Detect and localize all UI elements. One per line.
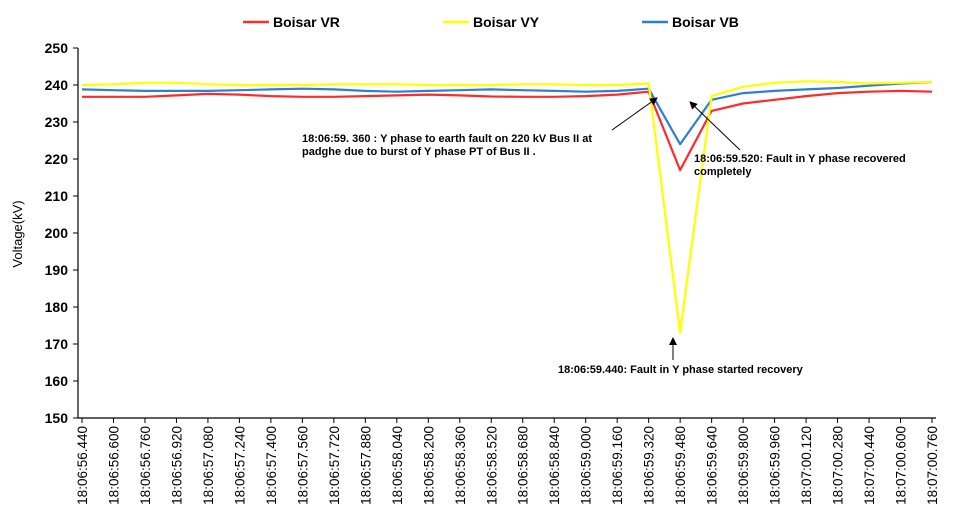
x-tick-label: 18:07:00.440 [862, 426, 877, 505]
y-tick-label: 200 [45, 225, 69, 241]
x-tick-label: 18:06:59.640 [705, 426, 720, 505]
x-tick-label: 18:06:57.880 [358, 426, 373, 505]
legend-label: Boisar VY [473, 14, 540, 30]
legend-label: Boisar VR [273, 14, 340, 30]
series-lines [81, 80, 933, 334]
x-tick-label: 18:06:59.320 [642, 426, 657, 505]
x-tick-label: 18:06:59.960 [768, 426, 783, 505]
x-tick-label: 18:07:00.280 [831, 426, 846, 505]
x-tick-label: 18:07:00.760 [925, 426, 940, 505]
x-tick-label: 18:06:56.760 [138, 426, 153, 505]
annotation-text: 18:06:59.440: Fault in Y phase started r… [558, 364, 804, 376]
y-tick-label: 190 [45, 262, 69, 278]
y-tick-label: 250 [45, 40, 69, 56]
annotation-arrow [611, 97, 658, 131]
x-tick-label: 18:06:58.360 [453, 426, 468, 505]
x-tick-label: 18:06:58.840 [547, 426, 562, 505]
annotation-text: 18:06:59.520: Fault in Y phase recovered [694, 153, 906, 165]
y-tick-label: 160 [45, 373, 69, 389]
x-tick-label: 18:06:56.440 [75, 426, 90, 505]
x-tick-label: 18:06:59.800 [736, 426, 751, 505]
x-tick-label: 18:06:57.560 [295, 426, 310, 505]
x-tick-label: 18:07:00.600 [894, 426, 909, 505]
y-tick-label: 170 [45, 336, 69, 352]
annotation-text: completely [694, 166, 752, 178]
x-tick-label: 18:06:56.920 [169, 426, 184, 505]
annotation-text: padghe due to burst of Y phase PT of Bus… [302, 146, 536, 158]
y-tick-label: 180 [45, 299, 69, 315]
series-line-boisar-vr [82, 89, 933, 172]
x-tick-label: 18:06:58.520 [484, 426, 499, 505]
y-tick-label: 230 [45, 114, 69, 130]
x-tick-label: 18:06:57.080 [201, 426, 216, 505]
series-line-boisar-vy [81, 80, 933, 334]
x-tick-label: 18:06:57.240 [232, 426, 247, 505]
x-tick-label: 18:06:58.680 [516, 426, 531, 505]
annotations: 18:06:59. 360 : Y phase to earth fault o… [302, 97, 906, 376]
y-axis-label: Voltage(kV) [10, 200, 25, 267]
x-tick-label: 18:06:58.200 [421, 426, 436, 505]
x-tick-label: 18:06:57.400 [264, 426, 279, 505]
x-tick-label: 18:06:59.480 [673, 426, 688, 505]
y-tick-label: 240 [45, 77, 69, 93]
y-tick-label: 150 [45, 410, 69, 426]
x-tick-label: 18:06:57.720 [327, 426, 342, 505]
x-tick-label: 18:06:59.000 [579, 426, 594, 505]
x-tick-label: 18:06:59.160 [610, 426, 625, 505]
x-tick-label: 18:06:56.600 [106, 426, 121, 505]
x-tick-label: 18:07:00.120 [799, 426, 814, 505]
annotation-arrow [689, 101, 741, 151]
annotation-text: 18:06:59. 360 : Y phase to earth fault o… [302, 133, 592, 145]
y-tick-label: 210 [45, 188, 69, 204]
legend: Boisar VR Boisar VY Boisar VB [243, 14, 739, 30]
series-line-boisar-vb [81, 80, 933, 146]
y-tick-label: 220 [45, 151, 69, 167]
legend-label: Boisar VB [672, 14, 739, 30]
x-tick-label: 18:06:58.040 [390, 426, 405, 505]
axes: 150 160 170 180 190 200 210 220 230 240 250 18:06:5… [45, 40, 940, 505]
